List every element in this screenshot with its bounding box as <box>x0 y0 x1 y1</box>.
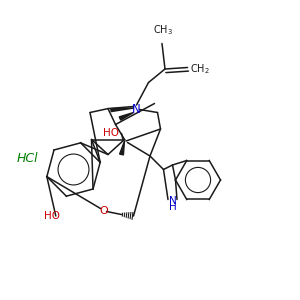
Polygon shape <box>120 141 124 155</box>
Text: CH$_3$: CH$_3$ <box>154 23 173 37</box>
Polygon shape <box>119 112 134 120</box>
Polygon shape <box>111 108 134 112</box>
Text: N: N <box>132 103 141 116</box>
Text: HO: HO <box>44 211 60 221</box>
Text: CH$_2$: CH$_2$ <box>190 62 210 76</box>
Text: HO: HO <box>103 128 118 139</box>
Text: HCl: HCl <box>16 152 38 166</box>
Text: O: O <box>99 206 108 217</box>
Text: N: N <box>169 196 176 206</box>
Text: H: H <box>169 202 176 212</box>
